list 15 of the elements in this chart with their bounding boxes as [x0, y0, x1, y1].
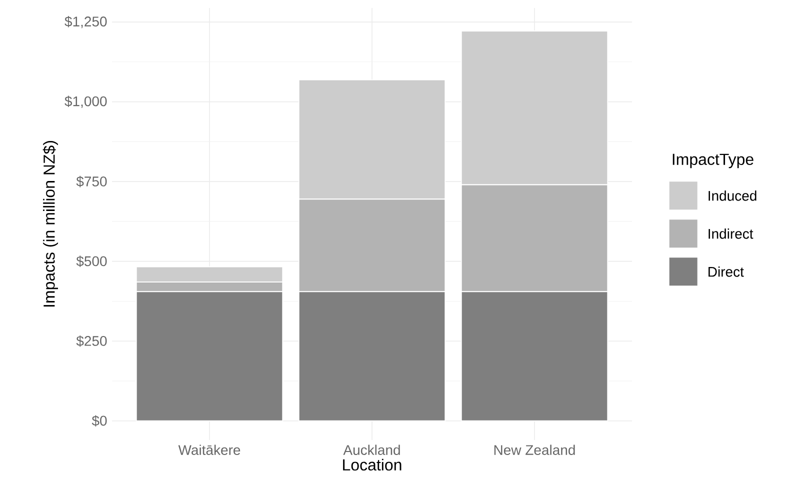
y-tick-label: $500: [76, 256, 107, 267]
legend-label: Induced: [708, 190, 756, 201]
y-tick-label: $750: [76, 176, 107, 188]
y-tick-label: $250: [76, 335, 107, 347]
x-tick-label: New Zealand: [494, 444, 575, 456]
legend-label: Direct: [708, 266, 744, 277]
legend-title: ImpactType: [672, 154, 754, 168]
y-tick-label: $0: [92, 415, 107, 427]
x-axis-title: Location: [343, 458, 402, 471]
y-axis-title: Impacts (in million NZ$): [42, 141, 58, 307]
y-tick-label: $1,000: [64, 96, 107, 108]
y-tick-label: $1,250: [64, 16, 107, 28]
legend-label: Indirect: [708, 228, 754, 239]
x-tick-label: Auckland: [343, 444, 400, 456]
x-tick-label: Waitākere: [178, 444, 240, 456]
